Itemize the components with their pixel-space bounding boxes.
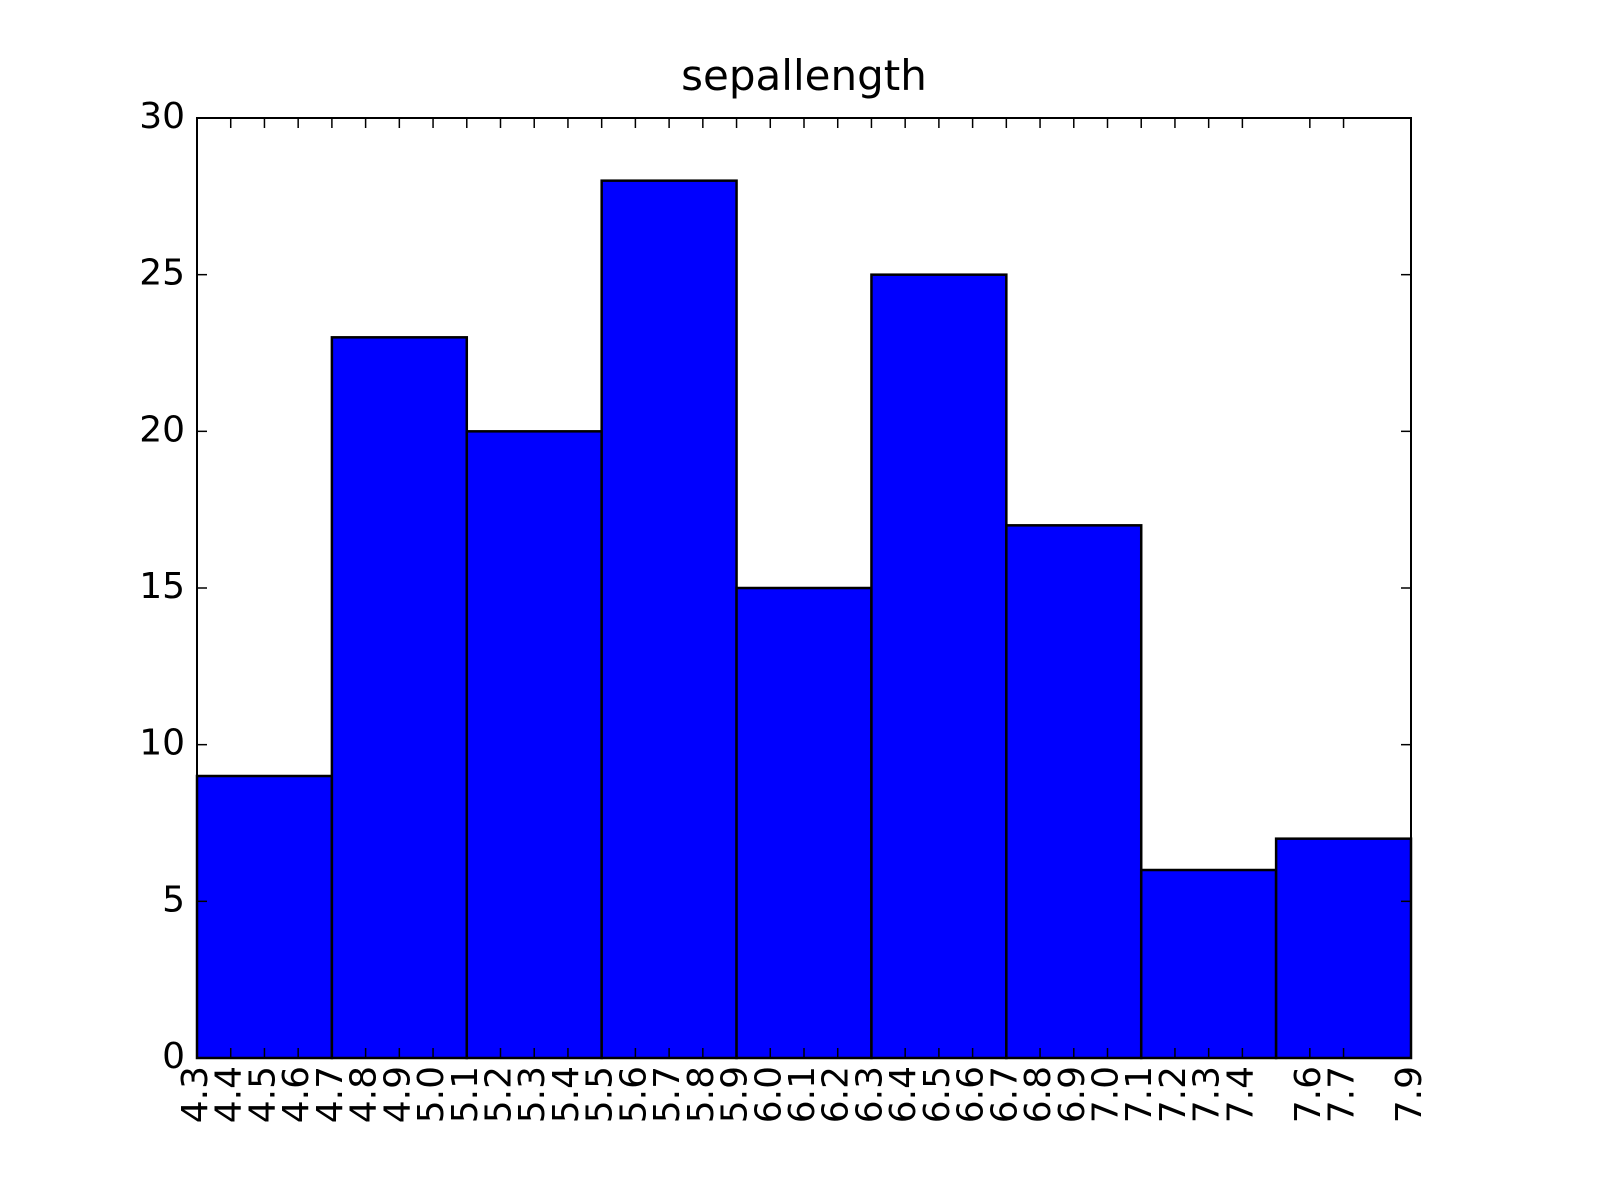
bar <box>330 336 469 1060</box>
x-tick-label: 6.2 <box>816 1066 857 1123</box>
bar <box>465 430 603 1060</box>
bar <box>600 179 738 1060</box>
x-tick-label: 6.0 <box>748 1066 789 1123</box>
x-tick-label: 5.2 <box>479 1066 520 1123</box>
bar <box>1005 524 1143 1060</box>
chart-title: sepallength <box>681 51 927 100</box>
y-tick-label: 25 <box>139 253 185 294</box>
x-tick-label: 7.9 <box>1389 1066 1430 1123</box>
bar <box>870 273 1008 1060</box>
x-tick-label: 4.5 <box>242 1066 283 1123</box>
x-tick-label: 4.3 <box>175 1066 216 1123</box>
x-tick-label: 6.1 <box>782 1066 823 1123</box>
bar <box>735 586 873 1060</box>
x-tick-label: 6.8 <box>1018 1066 1059 1123</box>
y-tick-label: 30 <box>139 96 185 137</box>
x-tick-label: 4.6 <box>276 1066 317 1123</box>
x-tick-label: 7.6 <box>1288 1066 1329 1123</box>
x-tick-label: 6.7 <box>984 1066 1025 1123</box>
x-tick-label: 5.5 <box>580 1066 621 1123</box>
bar <box>1274 837 1413 1060</box>
x-tick-label: 5.0 <box>411 1066 452 1123</box>
x-tick-label: 5.4 <box>546 1066 587 1123</box>
x-tick-label: 7.3 <box>1187 1066 1228 1123</box>
x-tick-label: 6.4 <box>883 1066 924 1123</box>
x-tick-label: 5.3 <box>512 1066 553 1123</box>
y-tick-label: 15 <box>139 566 185 607</box>
y-tick-label: 0 <box>162 1036 185 1077</box>
x-tick-label: 7.4 <box>1220 1066 1261 1123</box>
x-tick-label: 6.6 <box>951 1066 992 1123</box>
x-tick-label: 6.3 <box>849 1066 890 1123</box>
x-tick-label: 7.1 <box>1119 1066 1160 1123</box>
x-tick-label: 6.5 <box>917 1066 958 1123</box>
y-tick-label: 10 <box>139 723 185 764</box>
bar <box>1139 868 1278 1060</box>
x-tick-label: 5.9 <box>715 1066 756 1123</box>
x-tick-label: 7.0 <box>1086 1066 1127 1123</box>
x-tick-label: 7.7 <box>1322 1066 1363 1123</box>
x-tick-label: 5.6 <box>613 1066 654 1123</box>
x-tick-label: 5.7 <box>647 1066 688 1123</box>
y-tick-label: 20 <box>139 409 185 450</box>
x-tick-label: 7.2 <box>1153 1066 1194 1123</box>
x-tick-label: 4.9 <box>377 1066 418 1123</box>
x-tick-label: 6.9 <box>1052 1066 1093 1123</box>
x-tick-label: 5.8 <box>681 1066 722 1123</box>
bar <box>195 774 334 1060</box>
x-tick-label: 5.1 <box>445 1066 486 1123</box>
y-tick-label: 5 <box>162 879 185 920</box>
x-tick-label: 4.7 <box>310 1066 351 1123</box>
x-tick-label: 4.4 <box>209 1066 250 1123</box>
x-tick-label: 4.8 <box>344 1066 385 1123</box>
